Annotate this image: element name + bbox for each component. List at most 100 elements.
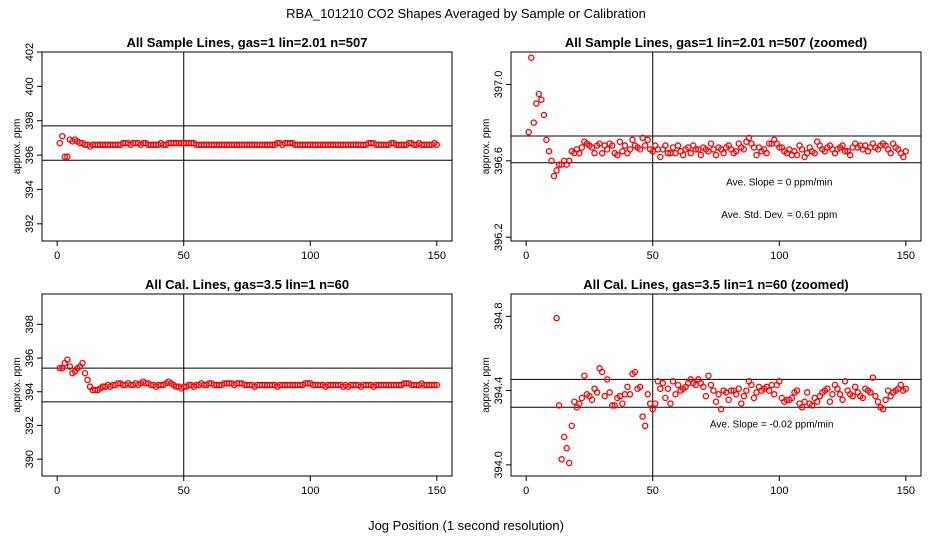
data-point	[700, 383, 707, 391]
data-point	[667, 400, 674, 407]
data-point	[527, 54, 535, 61]
annotation: Ave. Slope = -0.02 ppm/min	[710, 420, 834, 431]
y-tick-label: 394	[24, 180, 36, 198]
data-point	[841, 148, 849, 155]
x-tick-label: 0	[54, 250, 60, 262]
x-tick-label: 100	[770, 250, 788, 262]
panel-title: All Sample Lines, gas=1 lin=2.01 n=507 (…	[565, 35, 867, 50]
data-point	[725, 396, 732, 404]
y-axis-label: approx. ppm	[12, 119, 23, 175]
data-point	[636, 383, 644, 391]
data-point	[798, 146, 806, 153]
data-point	[614, 151, 621, 159]
data-point	[897, 381, 905, 389]
data-point	[581, 372, 588, 379]
data-point	[669, 378, 677, 385]
data-point	[776, 144, 783, 151]
data-point	[841, 378, 849, 385]
data-point	[859, 394, 867, 402]
data-point	[811, 149, 818, 157]
data-point	[657, 385, 664, 392]
data-point	[626, 391, 634, 398]
y-tick-label: 394	[24, 383, 36, 401]
data-point	[641, 142, 649, 149]
data-point	[631, 368, 639, 376]
data-point	[697, 151, 705, 159]
data-point	[672, 391, 679, 398]
y-tick-label: 398	[24, 315, 36, 333]
panel-cal-lines-zoomed: All Cal. Lines, gas=3.5 lin=1 n=60 (zoom…	[481, 277, 922, 497]
data-point	[578, 394, 586, 402]
data-point	[636, 146, 644, 153]
data-point	[619, 400, 626, 407]
data-point	[808, 402, 816, 409]
data-point	[81, 369, 89, 377]
data-point	[621, 142, 629, 149]
data-point	[608, 402, 616, 409]
data-point	[652, 400, 659, 407]
data-point	[659, 379, 667, 387]
data-point	[560, 433, 568, 441]
data-point	[535, 90, 543, 98]
data-point	[851, 383, 859, 391]
data-point	[84, 376, 91, 384]
data-point	[705, 372, 712, 379]
y-tick-label: 392	[24, 215, 36, 233]
data-point	[657, 153, 664, 161]
data-point	[735, 385, 743, 392]
data-point	[826, 398, 834, 405]
data-point	[776, 378, 783, 385]
data-point	[563, 444, 570, 452]
data-point	[548, 157, 555, 165]
plot-frame	[510, 293, 922, 477]
data-point	[887, 149, 894, 157]
data-point	[692, 146, 700, 153]
data-point	[803, 389, 811, 396]
data-point	[740, 146, 748, 153]
data-point	[662, 394, 669, 402]
data-point	[533, 100, 540, 107]
data-point	[568, 422, 575, 430]
data-point	[616, 138, 624, 145]
data-point	[611, 402, 619, 409]
data-point	[829, 391, 836, 398]
data-point	[707, 381, 715, 389]
x-tick-label: 100	[770, 485, 788, 497]
data-point	[555, 161, 563, 168]
data-point	[872, 392, 879, 400]
data-point	[715, 391, 722, 398]
data-point	[687, 149, 694, 157]
data-point	[765, 387, 773, 394]
data-point	[874, 398, 882, 405]
x-tick-label: 0	[523, 250, 529, 262]
data-point	[550, 172, 558, 180]
data-point	[558, 456, 565, 463]
x-tick-label: 150	[897, 250, 915, 262]
y-tick-label: 396.6	[493, 147, 505, 175]
x-tick-label: 150	[428, 485, 446, 497]
data-point	[674, 381, 682, 389]
data-point	[598, 149, 606, 157]
y-tick-label: 398	[24, 112, 36, 130]
data-point	[66, 363, 74, 370]
data-point	[593, 389, 601, 396]
data-point	[836, 391, 844, 398]
data-point	[712, 398, 720, 405]
data-point	[603, 376, 611, 383]
panel-sample-lines: All Sample Lines, gas=1 lin=2.01 n=507 0 5…	[12, 35, 453, 262]
y-tick-label: 394.8	[493, 303, 505, 331]
data-point	[727, 387, 735, 394]
data-point	[765, 140, 773, 147]
data-point	[867, 389, 874, 396]
data-point	[902, 385, 910, 392]
data-point	[553, 167, 560, 174]
data-point	[900, 153, 907, 161]
data-point	[882, 396, 889, 404]
data-point	[743, 387, 750, 394]
data-point	[624, 383, 631, 391]
data-point	[61, 153, 69, 161]
data-point	[813, 398, 821, 405]
data-point	[591, 149, 598, 157]
data-point	[598, 368, 606, 376]
data-point	[869, 374, 877, 381]
